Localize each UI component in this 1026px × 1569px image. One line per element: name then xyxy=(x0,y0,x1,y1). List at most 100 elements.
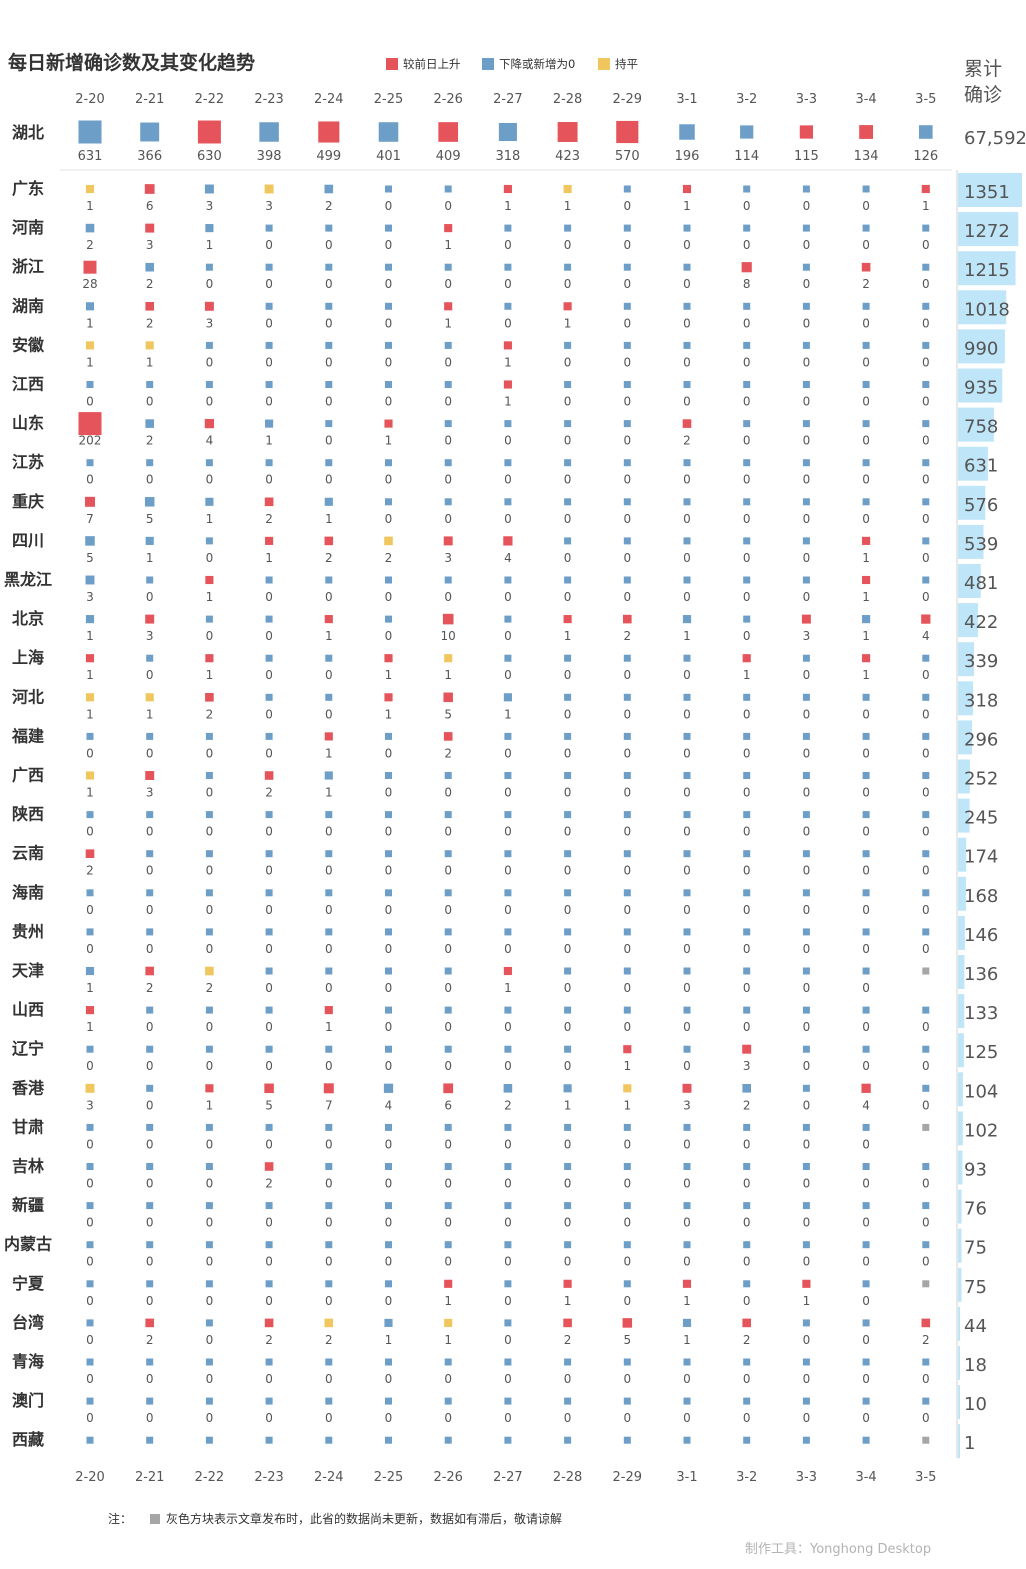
data-value-label: 1 xyxy=(683,1333,691,1347)
data-square xyxy=(802,1123,810,1131)
data-square xyxy=(85,341,95,350)
data-square xyxy=(444,576,452,584)
data-value-label: 1 xyxy=(86,1020,94,1034)
data-square xyxy=(564,928,572,936)
data-square xyxy=(146,850,154,858)
data-value-label: 1 xyxy=(564,1294,572,1308)
data-square xyxy=(683,654,691,662)
data-square xyxy=(683,1241,691,1249)
province-label: 山西 xyxy=(12,1000,44,1019)
data-value-label: 0 xyxy=(862,1372,870,1386)
data-square xyxy=(743,1123,751,1131)
data-value-label: 0 xyxy=(504,1294,512,1308)
data-square xyxy=(862,341,870,349)
data-square xyxy=(623,1045,632,1054)
data-square xyxy=(564,1123,572,1131)
cumulative-bar xyxy=(958,603,978,638)
data-value-label: 2 xyxy=(146,981,154,995)
data-square xyxy=(86,889,94,897)
data-square xyxy=(922,1123,930,1131)
data-square xyxy=(679,124,695,140)
data-value-label: 1 xyxy=(385,434,393,448)
data-square xyxy=(683,1436,691,1444)
data-square xyxy=(623,459,631,467)
data-value-label: 0 xyxy=(683,355,691,369)
data-value-label: 1 xyxy=(862,551,870,565)
data-square xyxy=(802,1006,810,1014)
data-value-label: 0 xyxy=(862,395,870,409)
data-value-label: 4 xyxy=(385,1098,393,1112)
data-value-label: 318 xyxy=(495,149,520,164)
data-value-label: 0 xyxy=(803,825,811,839)
data-value-label: 0 xyxy=(206,903,214,917)
data-square xyxy=(443,692,453,703)
province-label: 浙江 xyxy=(12,257,44,276)
data-value-label: 0 xyxy=(564,1216,572,1230)
data-square xyxy=(205,459,213,467)
data-value-label: 114 xyxy=(734,149,759,164)
data-value-label: 0 xyxy=(564,707,572,721)
data-square xyxy=(324,536,334,546)
data-square xyxy=(564,1436,572,1444)
data-value-label: 0 xyxy=(743,1137,751,1151)
cumulative-value: 576 xyxy=(964,495,998,516)
data-value-label: 0 xyxy=(564,746,572,760)
data-square xyxy=(318,121,340,143)
data-square xyxy=(922,576,930,584)
data-square xyxy=(564,850,572,858)
data-square xyxy=(146,1280,154,1288)
data-square xyxy=(444,1123,452,1131)
cumulative-value: 76 xyxy=(964,1199,987,1220)
data-value-label: 0 xyxy=(146,1137,154,1151)
data-value-label: 631 xyxy=(78,149,103,164)
data-square xyxy=(862,615,871,624)
data-square xyxy=(204,301,214,311)
data-square xyxy=(623,1241,631,1249)
data-square xyxy=(442,613,454,625)
data-value-label: 0 xyxy=(86,1216,94,1230)
data-value-label: 1 xyxy=(385,1333,393,1347)
data-square xyxy=(557,122,578,142)
data-value-label: 0 xyxy=(86,1137,94,1151)
cumulative-bar xyxy=(958,1228,962,1263)
data-square xyxy=(146,1358,154,1366)
data-value-label: 1 xyxy=(86,707,94,721)
data-value-label: 0 xyxy=(922,942,930,956)
data-value-label: 0 xyxy=(803,238,811,252)
data-square xyxy=(862,1436,870,1444)
data-value-label: 0 xyxy=(146,942,154,956)
data-value-label: 0 xyxy=(265,1294,273,1308)
data-value-label: 0 xyxy=(265,1216,273,1230)
data-square xyxy=(922,928,930,936)
data-value-label: 0 xyxy=(683,864,691,878)
date-label-top: 2-23 xyxy=(254,92,284,107)
cumulative-value: 252 xyxy=(964,769,998,790)
data-value-label: 0 xyxy=(564,1411,572,1425)
data-value-label: 0 xyxy=(862,316,870,330)
data-square xyxy=(504,654,512,662)
data-value-label: 1 xyxy=(444,1333,452,1347)
data-square xyxy=(622,1318,633,1328)
data-value-label: 0 xyxy=(86,1294,94,1308)
data-value-label: 0 xyxy=(922,590,930,604)
data-square xyxy=(743,850,751,858)
cumulative-value: 104 xyxy=(964,1081,998,1102)
data-value-label: 0 xyxy=(504,864,512,878)
data-square xyxy=(384,693,393,702)
data-value-label: 0 xyxy=(385,1177,393,1191)
data-value-label: 1 xyxy=(444,668,452,682)
data-value-label: 1 xyxy=(504,707,512,721)
data-square xyxy=(325,420,333,428)
data-value-label: 0 xyxy=(385,864,393,878)
data-square xyxy=(623,1358,631,1366)
cumulative-value: 93 xyxy=(964,1160,987,1181)
data-value-label: 2 xyxy=(385,551,393,565)
data-value-label: 0 xyxy=(922,1177,930,1191)
data-square xyxy=(443,536,453,546)
data-square xyxy=(385,1358,392,1366)
cumulative-bar xyxy=(958,837,967,872)
data-square xyxy=(205,966,214,976)
data-square xyxy=(385,224,392,232)
data-value-label: 0 xyxy=(265,668,273,682)
data-value-label: 0 xyxy=(743,434,751,448)
